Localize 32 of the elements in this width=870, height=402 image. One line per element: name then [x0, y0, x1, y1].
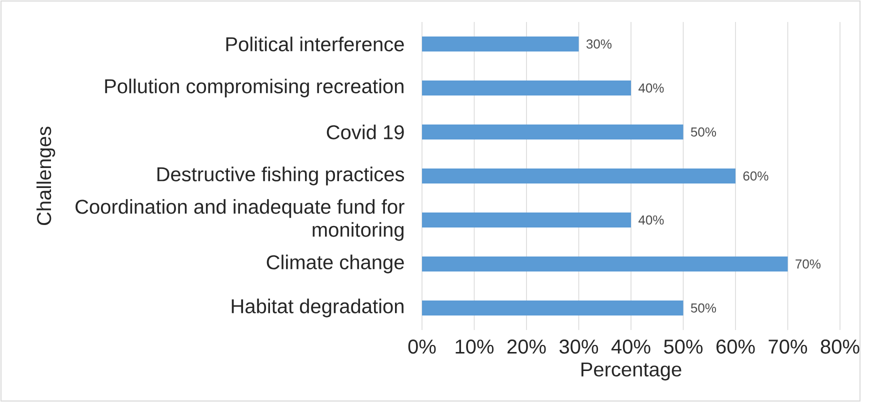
x-tick-label: 50% [664, 340, 703, 354]
x-axis-title: Percentage [581, 362, 682, 380]
bar [422, 80, 631, 96]
y-tick-label: Destructive fishing practices [157, 166, 404, 186]
x-tick-label: 30% [560, 340, 598, 354]
x-tick-label: 0% [408, 340, 436, 354]
bar [422, 212, 631, 228]
x-tick-label: 10% [456, 340, 494, 354]
data-label: 50% [690, 303, 716, 313]
x-tick-label: 60% [716, 340, 755, 354]
x-tick-label: 70% [768, 340, 808, 354]
data-label: 50% [690, 127, 716, 137]
y-tick-label: Coordination and inadequate fund for monitoring [76, 199, 404, 241]
y-tick-label: Political interference [226, 36, 404, 52]
data-label: 30% [586, 39, 612, 49]
x-tick-label: 40% [611, 340, 650, 354]
data-label: 60% [743, 171, 768, 181]
data-label: 40% [638, 83, 664, 93]
y-tick-label: Climate change [266, 254, 404, 274]
y-axis-title: Challenges [36, 126, 56, 226]
data-label: 40% [638, 215, 664, 225]
x-tick-label: 20% [507, 340, 546, 354]
bar [422, 124, 684, 140]
y-tick-label: Pollution compromising recreation [105, 78, 404, 98]
y-tick-label: Habitat degradation [232, 298, 404, 318]
bar [422, 256, 788, 272]
bar [422, 36, 579, 52]
y-tick-label: Covid 19 [326, 124, 404, 140]
bar [422, 300, 684, 316]
x-tick-label: 80% [820, 340, 860, 354]
bar [422, 168, 736, 184]
data-label: 70% [796, 259, 821, 269]
